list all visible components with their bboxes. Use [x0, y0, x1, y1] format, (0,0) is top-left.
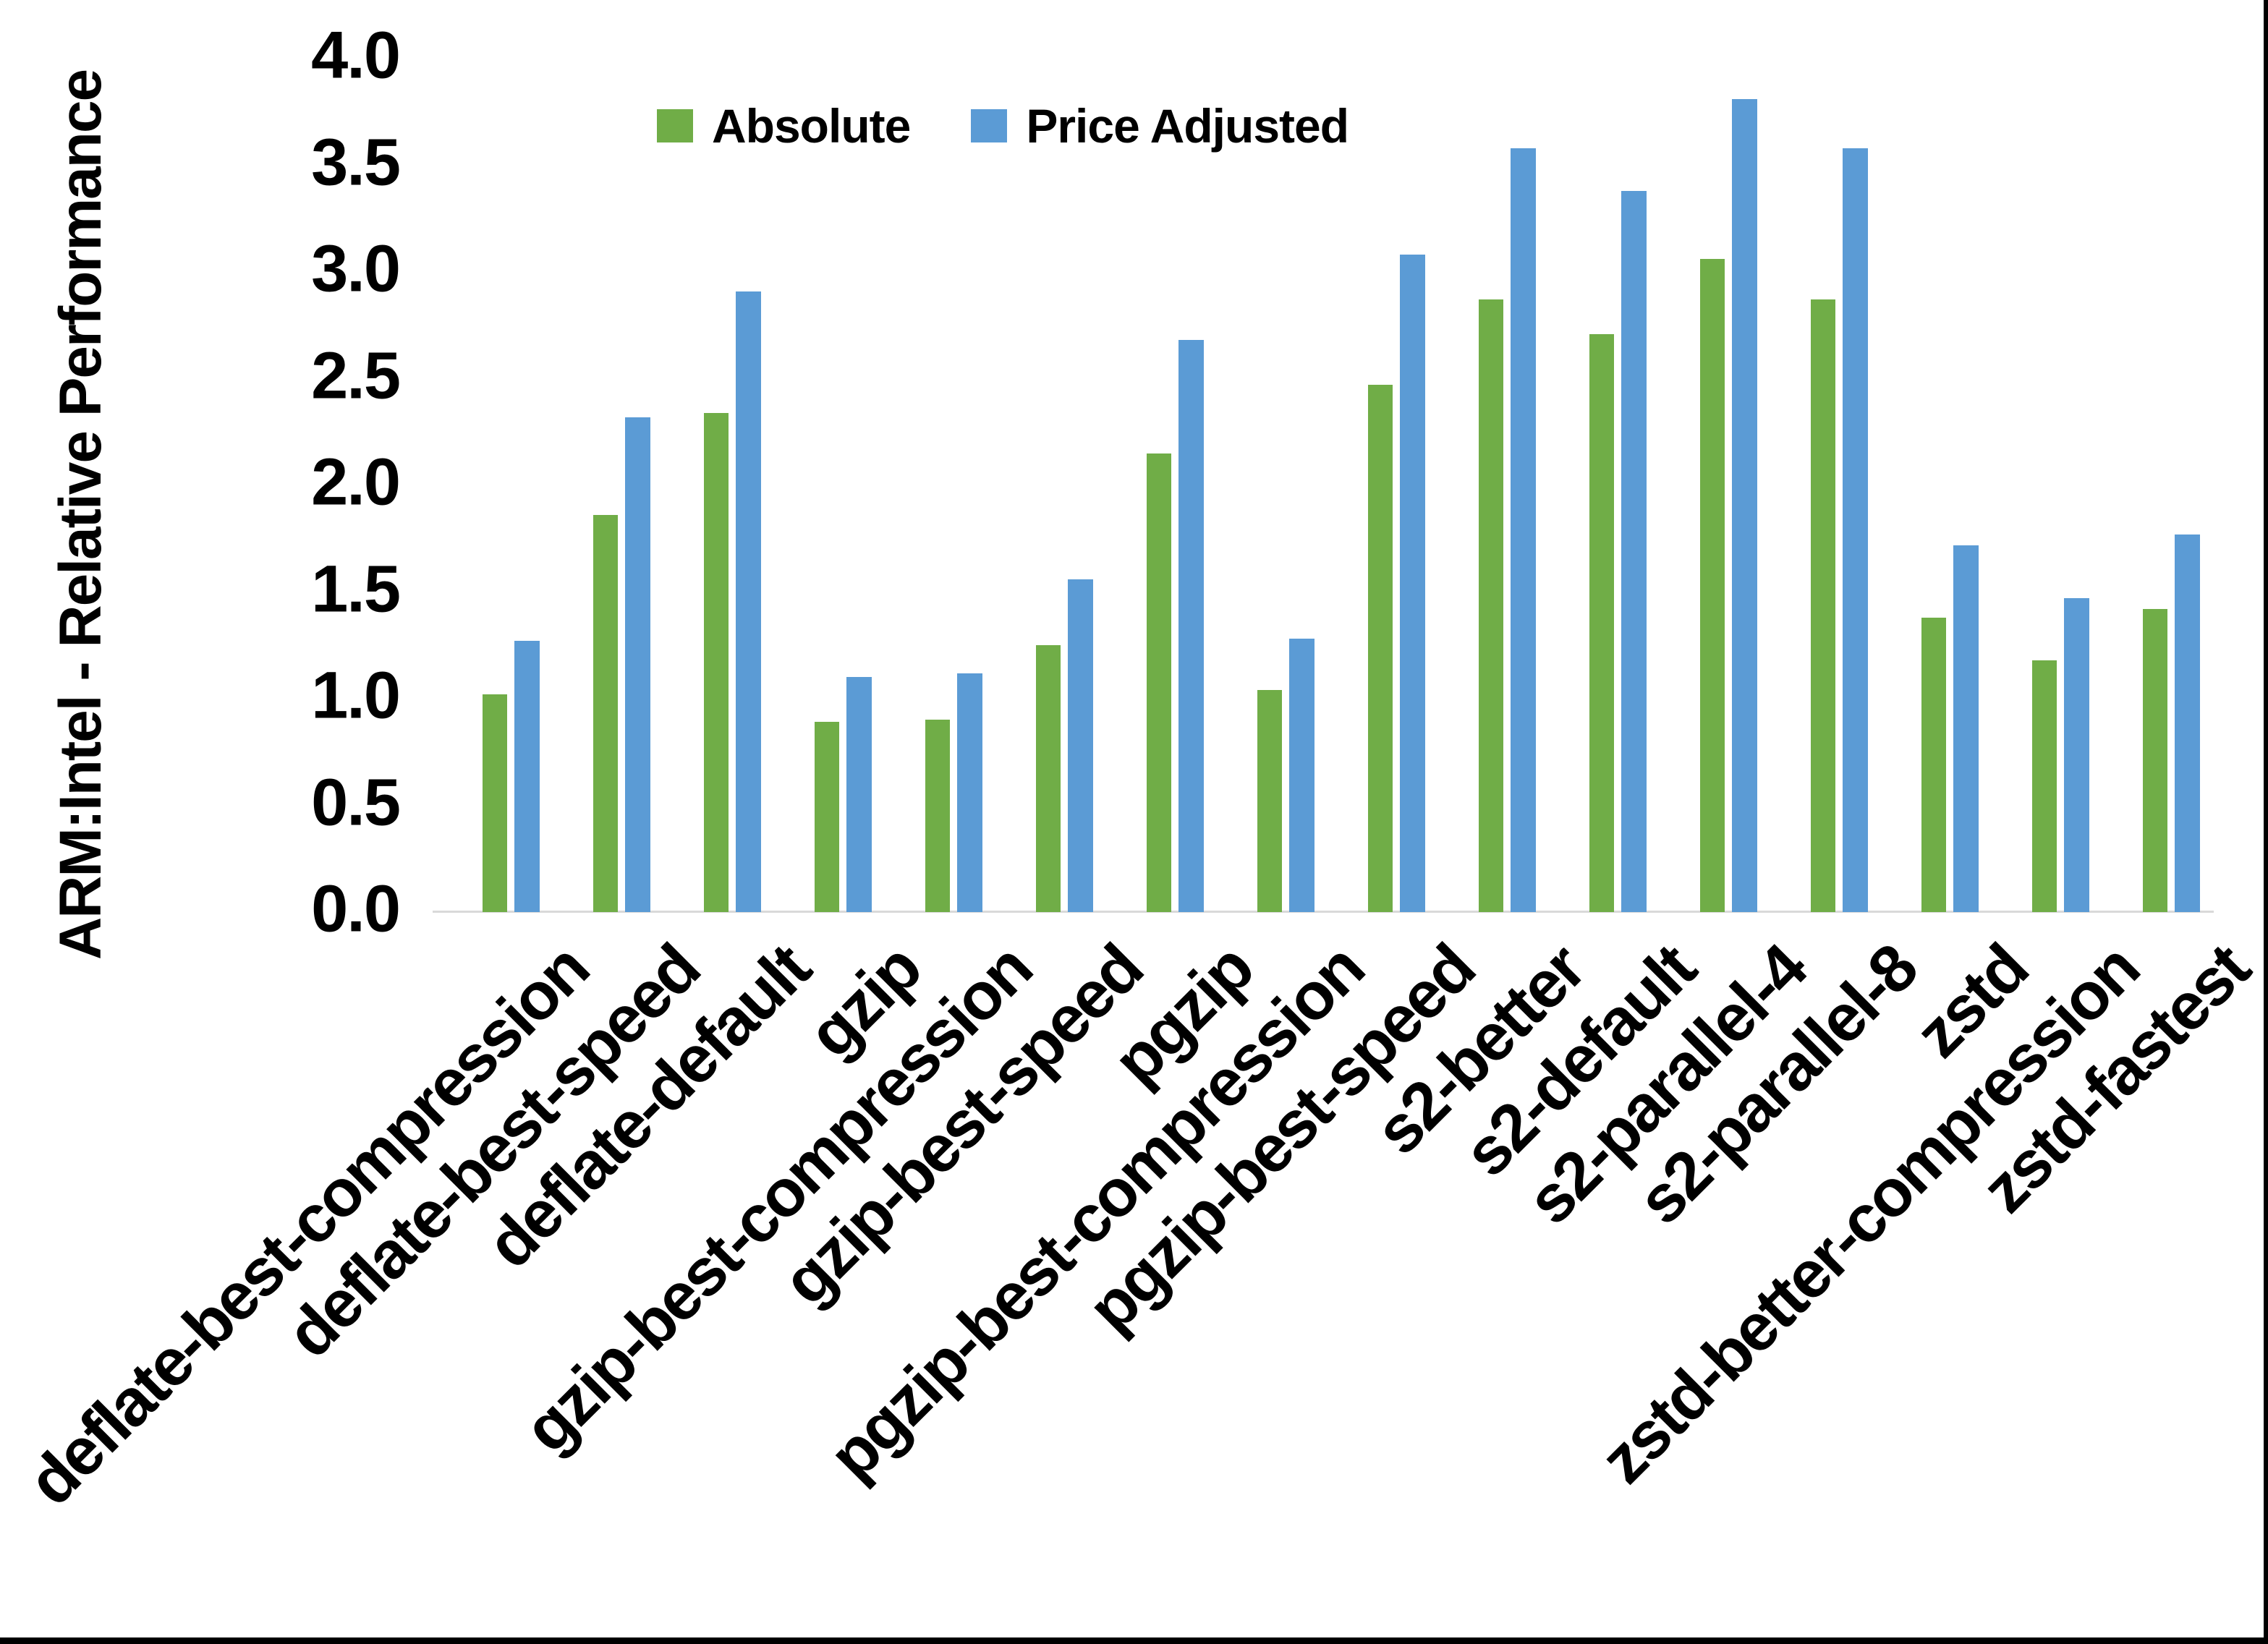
bar-price-adjusted: [2175, 534, 2200, 912]
bar-absolute: [1479, 299, 1503, 912]
bar-price-adjusted: [1289, 639, 1314, 912]
bar-price-adjusted: [736, 291, 761, 912]
bar-absolute: [1257, 690, 1282, 912]
bar-price-adjusted: [2064, 598, 2089, 912]
bar-price-adjusted: [1400, 255, 1425, 912]
y-axis-tick-label: 3.5: [311, 124, 401, 199]
bar-price-adjusted: [846, 677, 872, 912]
y-axis-tick-label: 2.5: [311, 338, 401, 412]
bar-price-adjusted: [1953, 545, 1979, 912]
bar-absolute: [704, 413, 729, 912]
bar-price-adjusted: [1511, 148, 1536, 912]
bar-price-adjusted: [1843, 148, 1868, 912]
y-axis-tick-label: 2.0: [311, 445, 401, 519]
bar-absolute: [1700, 259, 1725, 912]
bar-absolute: [1811, 299, 1835, 912]
y-axis-tick-label: 1.0: [311, 658, 401, 733]
bar-absolute: [925, 720, 950, 912]
bar-price-adjusted: [1178, 340, 1204, 912]
y-axis-title: ARM:Intel - Relative Performance: [48, 69, 114, 961]
legend-item: Price Adjusted: [971, 98, 1349, 153]
bar-absolute: [1589, 334, 1614, 912]
bar-price-adjusted: [1621, 191, 1647, 912]
bar-price-adjusted: [514, 641, 540, 912]
bar-absolute: [2143, 609, 2167, 912]
bar-absolute: [593, 515, 618, 912]
y-axis-tick-label: 4.0: [311, 18, 401, 93]
bar-absolute: [815, 722, 839, 912]
bar-absolute: [1368, 385, 1393, 912]
legend-item: Absolute: [657, 98, 911, 153]
legend-label: Absolute: [712, 99, 911, 153]
bar-price-adjusted: [625, 417, 650, 912]
bar-price-adjusted: [1732, 99, 1757, 912]
legend-label: Price Adjusted: [1026, 99, 1349, 153]
y-axis-tick-label: 1.5: [311, 551, 401, 626]
bar-price-adjusted: [1068, 579, 1093, 912]
x-axis-line: [433, 911, 2214, 913]
y-axis-tick-label: 0.0: [311, 872, 401, 946]
y-axis-tick-label: 0.5: [311, 764, 401, 839]
legend: Absolute Price Adjusted: [657, 98, 1349, 153]
bar-price-adjusted: [957, 673, 982, 912]
y-axis-tick-label: 3.0: [311, 231, 401, 306]
legend-swatch-icon: [971, 109, 1008, 142]
legend-swatch-icon: [657, 109, 693, 142]
bar-absolute: [2032, 660, 2057, 912]
bar-absolute: [483, 694, 507, 912]
bar-absolute: [1921, 618, 1946, 912]
bar-absolute: [1147, 453, 1171, 912]
bar-absolute: [1036, 645, 1061, 912]
